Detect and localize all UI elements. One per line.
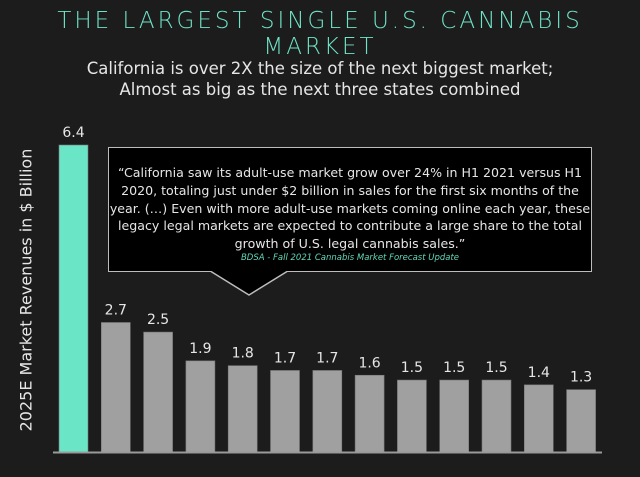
data-label: 1.5: [443, 360, 465, 376]
bar: [101, 322, 131, 453]
quote-callout: “California saw its adult-use market gro…: [108, 147, 592, 272]
bar: [143, 331, 173, 453]
bar: [270, 370, 300, 453]
data-label: 1.7: [316, 350, 338, 366]
quote-text: “California saw its adult-use market gro…: [109, 165, 591, 252]
subtitle-line: California is over 2X the size of the ne…: [86, 59, 554, 78]
bar: [439, 379, 470, 453]
chart-subtitle: California is over 2X the size of the ne…: [0, 58, 640, 100]
data-label: 1.5: [401, 360, 423, 376]
bar: [185, 360, 216, 453]
chart-title: THE LARGEST SINGLE U.S. CANNABIS MARKET: [57, 8, 583, 60]
data-label: 1.8: [232, 346, 254, 362]
bar: [481, 379, 512, 453]
bar: [312, 370, 343, 453]
data-label: 1.9: [189, 341, 211, 357]
data-label: 1.6: [358, 355, 380, 371]
data-label: 6.4: [62, 125, 84, 141]
data-label: 1.7: [274, 350, 296, 366]
subtitle-line: Almost as big as the next three states c…: [119, 80, 521, 99]
data-label: 1.3: [570, 370, 592, 386]
data-label: 2.5: [147, 312, 169, 328]
data-label: 2.7: [105, 302, 127, 318]
bar: [227, 365, 258, 453]
bar: [397, 379, 427, 453]
quote-source: BDSA - Fall 2021 Cannabis Market Forecas…: [240, 252, 460, 263]
bar: [523, 384, 554, 453]
bar: [566, 389, 596, 453]
bar: [354, 374, 385, 453]
data-label: 1.4: [528, 365, 550, 381]
bar: [58, 144, 89, 453]
data-label: 1.5: [485, 360, 507, 376]
